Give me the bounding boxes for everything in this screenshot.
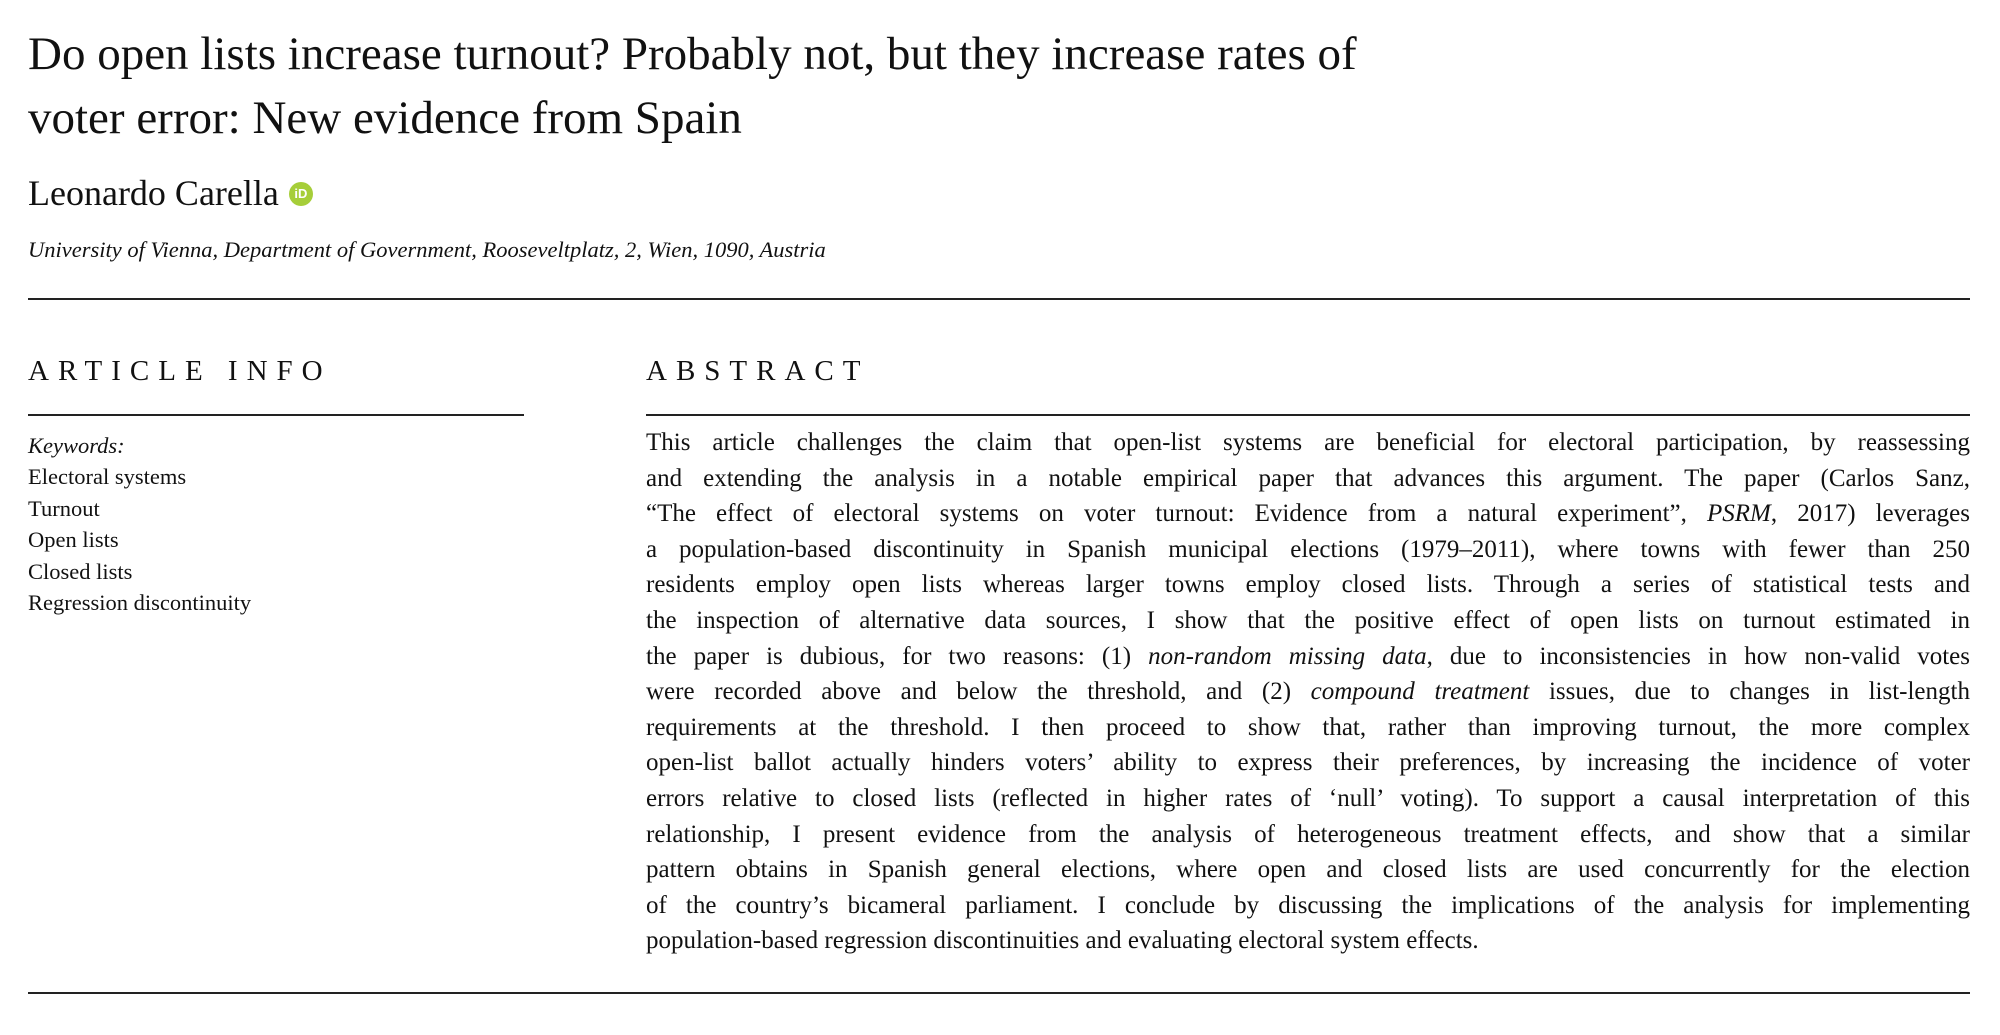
abstract-text: the paper is dubious, for two reasons: (…	[646, 642, 1149, 670]
keyword: Electoral systems	[28, 464, 187, 490]
keyword: Closed lists	[28, 558, 133, 584]
keyword: Open lists	[28, 527, 119, 553]
abstract-text: errors relative to closed lists (reflect…	[646, 784, 1970, 812]
abstract-line: the paper is dubious, for two reasons: (…	[646, 639, 1970, 675]
abstract-text: the inspection of alternative data sourc…	[646, 606, 1970, 634]
divider-top	[28, 298, 1970, 300]
abstract-line: a population-based discontinuity in Span…	[646, 532, 1970, 568]
keyword: Turnout	[28, 495, 100, 521]
keywords-list: Keywords: Electoral systems Turnout Open…	[28, 430, 251, 618]
author-name[interactable]: Leonardo Carella	[28, 173, 279, 213]
abstract-text: open-list ballot actually hinders voters…	[646, 749, 1970, 777]
abstract-text: , 2017) leverages	[1770, 500, 1970, 528]
abstract-line: errors relative to closed lists (reflect…	[646, 781, 1970, 817]
abstract-line: were recorded above and below the thresh…	[646, 674, 1970, 710]
article-info-heading: ARTICLE INFO	[28, 355, 332, 387]
abstract-line: relationship, I present evidence from th…	[646, 817, 1970, 853]
abstract-text: relationship, I present evidence from th…	[646, 820, 1970, 848]
abstract-body: This article challenges the claim that o…	[646, 425, 1970, 959]
abstract-text: population-based regression discontinuit…	[646, 927, 1479, 955]
title-line: Do open lists increase turnout? Probably…	[28, 28, 1357, 80]
abstract-text: issues, due to changes in list-length	[1529, 678, 1970, 706]
keywords-label: Keywords:	[28, 433, 125, 458]
abstract-line: This article challenges the claim that o…	[646, 425, 1970, 461]
abstract-line: of the country’s bicameral parliament. I…	[646, 888, 1970, 924]
abstract-text: pattern obtains in Spanish general elect…	[646, 856, 1970, 884]
abstract-text: residents employ open lists whereas larg…	[646, 571, 1970, 599]
orcid-icon[interactable]: iD	[288, 182, 313, 206]
article-title: Do open lists increase turnout? Probably…	[28, 22, 1728, 150]
abstract-text: requirements at the threshold. I then pr…	[646, 713, 1970, 741]
abstract-text: and extending the analysis in a notable …	[646, 464, 1970, 492]
divider-bottom	[28, 992, 1970, 994]
affiliation: University of Vienna, Department of Gove…	[28, 237, 826, 262]
abstract-divider	[646, 414, 1970, 416]
author-line: Leonardo Carella iD	[28, 170, 313, 216]
abstract-text: a population-based discontinuity in Span…	[646, 535, 1970, 563]
title-line: voter error: New evidence from Spain	[28, 92, 742, 144]
abstract-line: the inspection of alternative data sourc…	[646, 603, 1970, 639]
abstract-line: “The effect of electoral systems on vote…	[646, 496, 1970, 532]
abstract-line: and extending the analysis in a notable …	[646, 461, 1970, 497]
abstract-text: This article challenges the claim that o…	[646, 429, 1970, 456]
keyword: Regression discontinuity	[28, 590, 252, 616]
abstract-line: pattern obtains in Spanish general elect…	[646, 852, 1970, 888]
abstract-text: were recorded above and below the thresh…	[646, 678, 1311, 706]
article-info-divider	[28, 414, 524, 416]
abstract-line: requirements at the threshold. I then pr…	[646, 710, 1970, 746]
abstract-text: “The effect of electoral systems on vote…	[646, 500, 1707, 528]
abstract-italic-text: PSRM	[1706, 500, 1771, 528]
abstract-line: residents employ open lists whereas larg…	[646, 567, 1970, 603]
abstract-italic-text: non-random missing data	[1148, 642, 1427, 670]
abstract-text: of the country’s bicameral parliament. I…	[646, 891, 1970, 919]
abstract-heading: ABSTRACT	[646, 355, 870, 387]
abstract-text: , due to inconsistencies in how non-vali…	[1426, 642, 1970, 670]
abstract-line: open-list ballot actually hinders voters…	[646, 745, 1970, 781]
abstract-italic-text: compound treatment	[1310, 678, 1530, 706]
abstract-line: population-based regression discontinuit…	[646, 923, 1970, 959]
